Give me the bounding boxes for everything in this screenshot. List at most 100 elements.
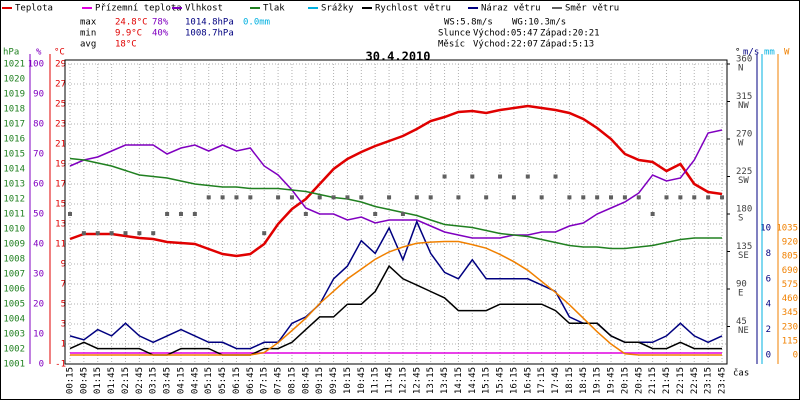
solar-tick-label: 115 [782,336,798,346]
solar-tick-label: 575 [782,280,798,290]
stat: 1008.7hPa [185,29,234,39]
x-tick-label: 02:45 [135,367,145,394]
dir-compass: SW [738,176,749,186]
dir-tick-label: 135 [736,242,752,252]
wind-direction-mark [456,195,461,200]
series-line [69,157,722,250]
wind-direction-mark [234,195,239,200]
wind-direction-mark [678,195,683,200]
x-tick-label: 23:45 [718,367,728,394]
stat: avg [80,40,96,50]
x-tick-label: 20:45 [634,367,644,394]
wind-direction-mark [414,195,419,200]
x-tick-label: 15:45 [496,367,506,394]
temp-tick-label: 9 [61,260,66,270]
stat: 0.0mm [243,18,270,28]
x-tick-label: 01:15 [93,367,103,394]
wind-direction-mark [553,174,558,179]
series-line [69,104,723,258]
wind-direction-mark [248,195,253,200]
x-tick-label: 03:15 [149,367,159,394]
sun-info: Západ:20:21 [540,29,600,39]
x-tick-label: 18:45 [579,367,589,394]
hum-tick-label: 0 [39,360,44,370]
solar-tick-label: 690 [782,266,798,276]
wind-direction-mark [331,195,336,200]
dir-compass: NE [738,326,749,336]
x-tick-label: 14:15 [454,367,464,394]
dir-compass: NW [738,101,749,111]
temp-tick-label: 15 [55,200,66,210]
hpa-tick-label: 1013 [3,180,25,190]
stat: 78% [152,18,169,28]
dir-tick-label: 45 [736,317,747,327]
sun-info: Slunce [438,29,471,39]
wind-direction-mark [525,174,530,179]
hum-tick-label: 80 [33,120,44,130]
wind-direction-mark [581,195,586,200]
solar-tick-label: 230 [782,322,798,332]
wind-stat: WG:10.3m/s [512,18,566,28]
hpa-tick-label: 1019 [3,90,25,100]
temp-tick-label: 13 [55,220,66,230]
sun-info: Východ:05:47 [473,29,538,39]
x-tick-label: 04:15 [176,367,186,394]
dir-compass: W [738,139,744,149]
wind-direction-mark [345,195,350,200]
wind-direction-mark [220,195,225,200]
wind-direction-mark [95,231,100,236]
x-tick-label: 23:15 [704,367,714,394]
x-tick-label: 02:15 [121,367,131,394]
stat: max [80,18,97,28]
stat: 40% [152,29,169,39]
legend-label: Směr větru [565,4,619,14]
hpa-tick-label: 1010 [3,225,25,235]
wind-direction-mark [68,212,72,216]
wind-direction-mark [484,195,489,200]
axis-unit: % [36,48,42,58]
wind-tick-label: 2 [766,325,771,335]
x-tick-label: 09:15 [315,367,325,394]
hpa-tick-label: 1003 [3,330,25,340]
hpa-tick-label: 1002 [3,345,25,355]
dir-tick-label: 225 [736,167,752,177]
axis-unit: čas [733,368,749,379]
hpa-tick-label: 1017 [3,120,25,130]
temp-tick-label: 27 [55,80,66,90]
hpa-tick-label: 1020 [3,75,25,85]
axis-unit: ° [735,48,740,58]
wind-direction-mark [178,212,183,216]
wind-tick-label: 10 [760,224,771,234]
x-tick-label: 19:45 [607,367,617,394]
legend-label: Náraz větru [481,4,541,14]
x-tick-label: 00:15 [66,367,76,394]
solar-tick-label: 345 [782,308,798,318]
x-tick-label: 07:45 [274,367,284,394]
axis-unit: hPa [3,48,19,58]
dir-compass: S [738,214,743,224]
wind-direction-mark [109,231,114,236]
temp-tick-label: 11 [55,240,66,250]
wind-direction-mark [289,195,294,200]
moon-info: Měsíc [438,40,465,50]
hum-tick-label: 100 [28,60,44,70]
x-tick-label: 00:45 [79,367,89,394]
hpa-tick-label: 1001 [3,360,25,370]
hum-tick-label: 10 [33,330,44,340]
stat: 9.9°C [115,29,142,39]
hpa-tick-label: 1011 [3,210,25,220]
temp-tick-label: 29 [55,60,66,70]
wind-direction-mark [470,174,475,179]
hum-tick-label: 60 [33,180,44,190]
wind-direction-mark [636,195,641,200]
moon-info: Západ:5:13 [540,40,594,50]
dir-tick-label: 270 [736,130,752,140]
x-tick-label: 21:45 [662,367,672,394]
dir-tick-label: 180 [736,205,752,215]
hpa-tick-label: 1008 [3,255,25,265]
hpa-tick-label: 1005 [3,300,25,310]
wind-direction-mark [373,212,378,216]
hum-tick-label: 70 [33,150,44,160]
series-line [70,240,722,356]
